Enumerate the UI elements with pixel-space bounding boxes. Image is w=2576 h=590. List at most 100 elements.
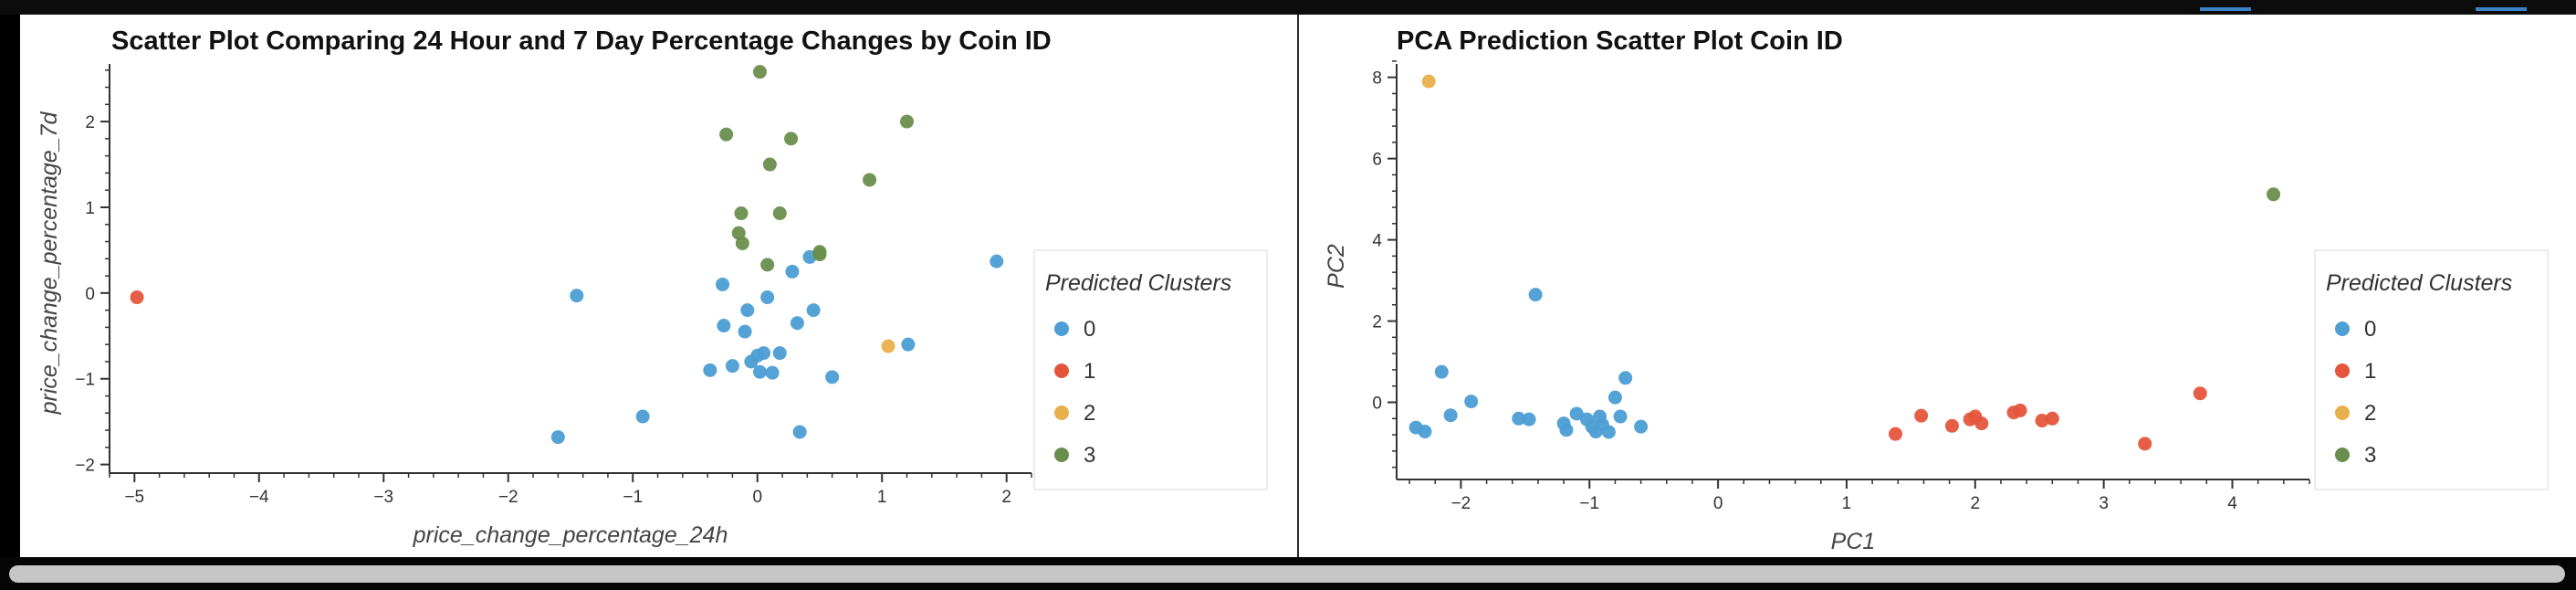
legend-entry-label: 1 (2364, 359, 2376, 384)
data-point-cluster-2 (1421, 74, 1436, 89)
data-point-cluster-1 (1888, 427, 1902, 441)
data-point-cluster-1 (2013, 403, 2027, 417)
x-axis-label: PC1 (1831, 529, 1876, 554)
data-point-cluster-0 (806, 303, 821, 318)
data-point-cluster-0 (740, 303, 755, 318)
data-point-cluster-0 (901, 337, 916, 352)
data-point-cluster-3 (2267, 187, 2281, 202)
data-point-cluster-3 (734, 206, 749, 221)
data-point-cluster-3 (719, 127, 734, 142)
data-point-cluster-1 (2035, 414, 2049, 428)
legend-title: Predicted Clusters (1045, 270, 1231, 296)
data-point-cluster-0 (1618, 371, 1633, 385)
data-point-cluster-2 (881, 339, 895, 353)
data-point-cluster-0 (990, 254, 1004, 269)
chart-title: PCA Prediction Scatter Plot Coin ID (1397, 26, 1843, 56)
data-point-cluster-3 (735, 236, 749, 250)
legend-marker (1054, 406, 1069, 420)
x-tick-label: −2 (1451, 494, 1471, 513)
data-point-cluster-0 (757, 346, 771, 361)
x-tick-label: −3 (373, 488, 393, 507)
y-tick-label: −2 (75, 457, 95, 476)
data-point-cluster-0 (1418, 425, 1432, 439)
x-tick-label: 2 (1971, 494, 1981, 513)
y-tick-label: 1 (85, 199, 95, 218)
legend-title: Predicted Clusters (2326, 270, 2512, 296)
legend-marker (2335, 363, 2350, 378)
data-point-cluster-0 (725, 359, 739, 374)
y-tick-label: 2 (1372, 313, 1382, 332)
data-point-cluster-0 (1522, 412, 1536, 427)
chart-panel-right: PCA Prediction Scatter Plot Coin ID −2 −1 0… (1299, 15, 2576, 557)
data-point-cluster-0 (752, 364, 767, 379)
data-point-cluster-0 (1634, 419, 1649, 434)
y-tick-label: 0 (85, 285, 95, 304)
x-tick-label: −1 (623, 488, 643, 507)
x-tick-label: 1 (1842, 494, 1852, 513)
y-tick-label: 4 (1372, 232, 1382, 251)
legend-marker (1054, 321, 1069, 336)
data-point-cluster-0 (1443, 408, 1458, 423)
scatter-plot-pca: PCA Prediction Scatter Plot Coin ID −2 −1 0… (1324, 26, 2549, 554)
x-axis-label: price_change_percentage_24h (413, 522, 728, 548)
data-point-cluster-1 (1914, 408, 1929, 423)
scatter-plot-24h-7d: Scatter Plot Comparing 24 Hour and 7 Day… (37, 26, 1268, 548)
chart-panel-left: Scatter Plot Comparing 24 Hour and 7 Day… (0, 15, 1297, 557)
data-point-cluster-0 (570, 289, 584, 303)
x-tick-label: −1 (1579, 494, 1599, 513)
chart-title: Scatter Plot Comparing 24 Hour and 7 Day… (111, 26, 1052, 56)
data-point-cluster-0 (1559, 423, 1574, 437)
y-axis-label: PC2 (1324, 244, 1349, 289)
legend-marker (1054, 363, 1069, 378)
toolbar-marker (2200, 7, 2251, 11)
data-point-cluster-0 (1613, 409, 1628, 424)
data-point-cluster-0 (550, 430, 565, 445)
toolbar-marker (2476, 7, 2527, 11)
y-axis-label: price_change_percentage_7d (37, 111, 62, 415)
legend-marker (2335, 448, 2350, 462)
data-point-cluster-0 (1569, 406, 1584, 421)
data-point-cluster-0 (772, 346, 787, 361)
data-point-cluster-0 (703, 363, 717, 377)
x-tick-label: 0 (752, 488, 762, 507)
x-tick-label: −5 (124, 488, 144, 507)
data-point-cluster-1 (1944, 418, 1959, 433)
left-edge (0, 15, 20, 557)
data-point-cluster-0 (825, 370, 840, 385)
data-point-cluster-3 (863, 173, 877, 187)
data-point-cluster-0 (1464, 395, 1479, 409)
legend-entry-label: 0 (1084, 317, 1095, 342)
y-tick-label: 2 (85, 113, 95, 132)
data-point-cluster-0 (635, 409, 650, 424)
x-tick-label: 4 (2227, 494, 2237, 513)
legend-marker (1054, 448, 1069, 462)
data-point-cluster-1 (1974, 416, 1989, 431)
scrollbar-thumb[interactable] (9, 565, 2565, 583)
data-point-cluster-0 (792, 425, 807, 439)
legend-entry-label: 2 (2364, 401, 2376, 426)
data-point-cluster-0 (1601, 425, 1616, 439)
data-point-cluster-0 (716, 277, 730, 291)
data-point-cluster-3 (812, 248, 827, 262)
top-bar (0, 0, 2576, 15)
data-point-cluster-3 (752, 65, 767, 79)
data-point-cluster-1 (130, 290, 144, 305)
data-point-cluster-0 (1607, 390, 1622, 405)
data-point-cluster-3 (762, 157, 777, 172)
data-point-cluster-0 (717, 319, 731, 333)
data-point-cluster-1 (2045, 411, 2059, 426)
data-point-cluster-1 (2138, 437, 2152, 451)
y-tick-label: 6 (1372, 151, 1382, 170)
x-tick-label: −4 (249, 488, 269, 507)
horizontal-scrollbar[interactable] (0, 557, 2576, 590)
y-tick-label: 0 (1372, 394, 1382, 413)
data-point-cluster-0 (738, 324, 752, 339)
x-tick-label: 3 (2099, 494, 2109, 513)
x-tick-label: −2 (498, 488, 518, 507)
data-point-cluster-3 (784, 132, 799, 146)
data-point-cluster-0 (1528, 288, 1543, 302)
data-point-cluster-1 (2193, 386, 2207, 401)
legend-box (2314, 249, 2549, 490)
legend-marker (2335, 321, 2350, 336)
data-point-cluster-0 (1434, 364, 1449, 379)
